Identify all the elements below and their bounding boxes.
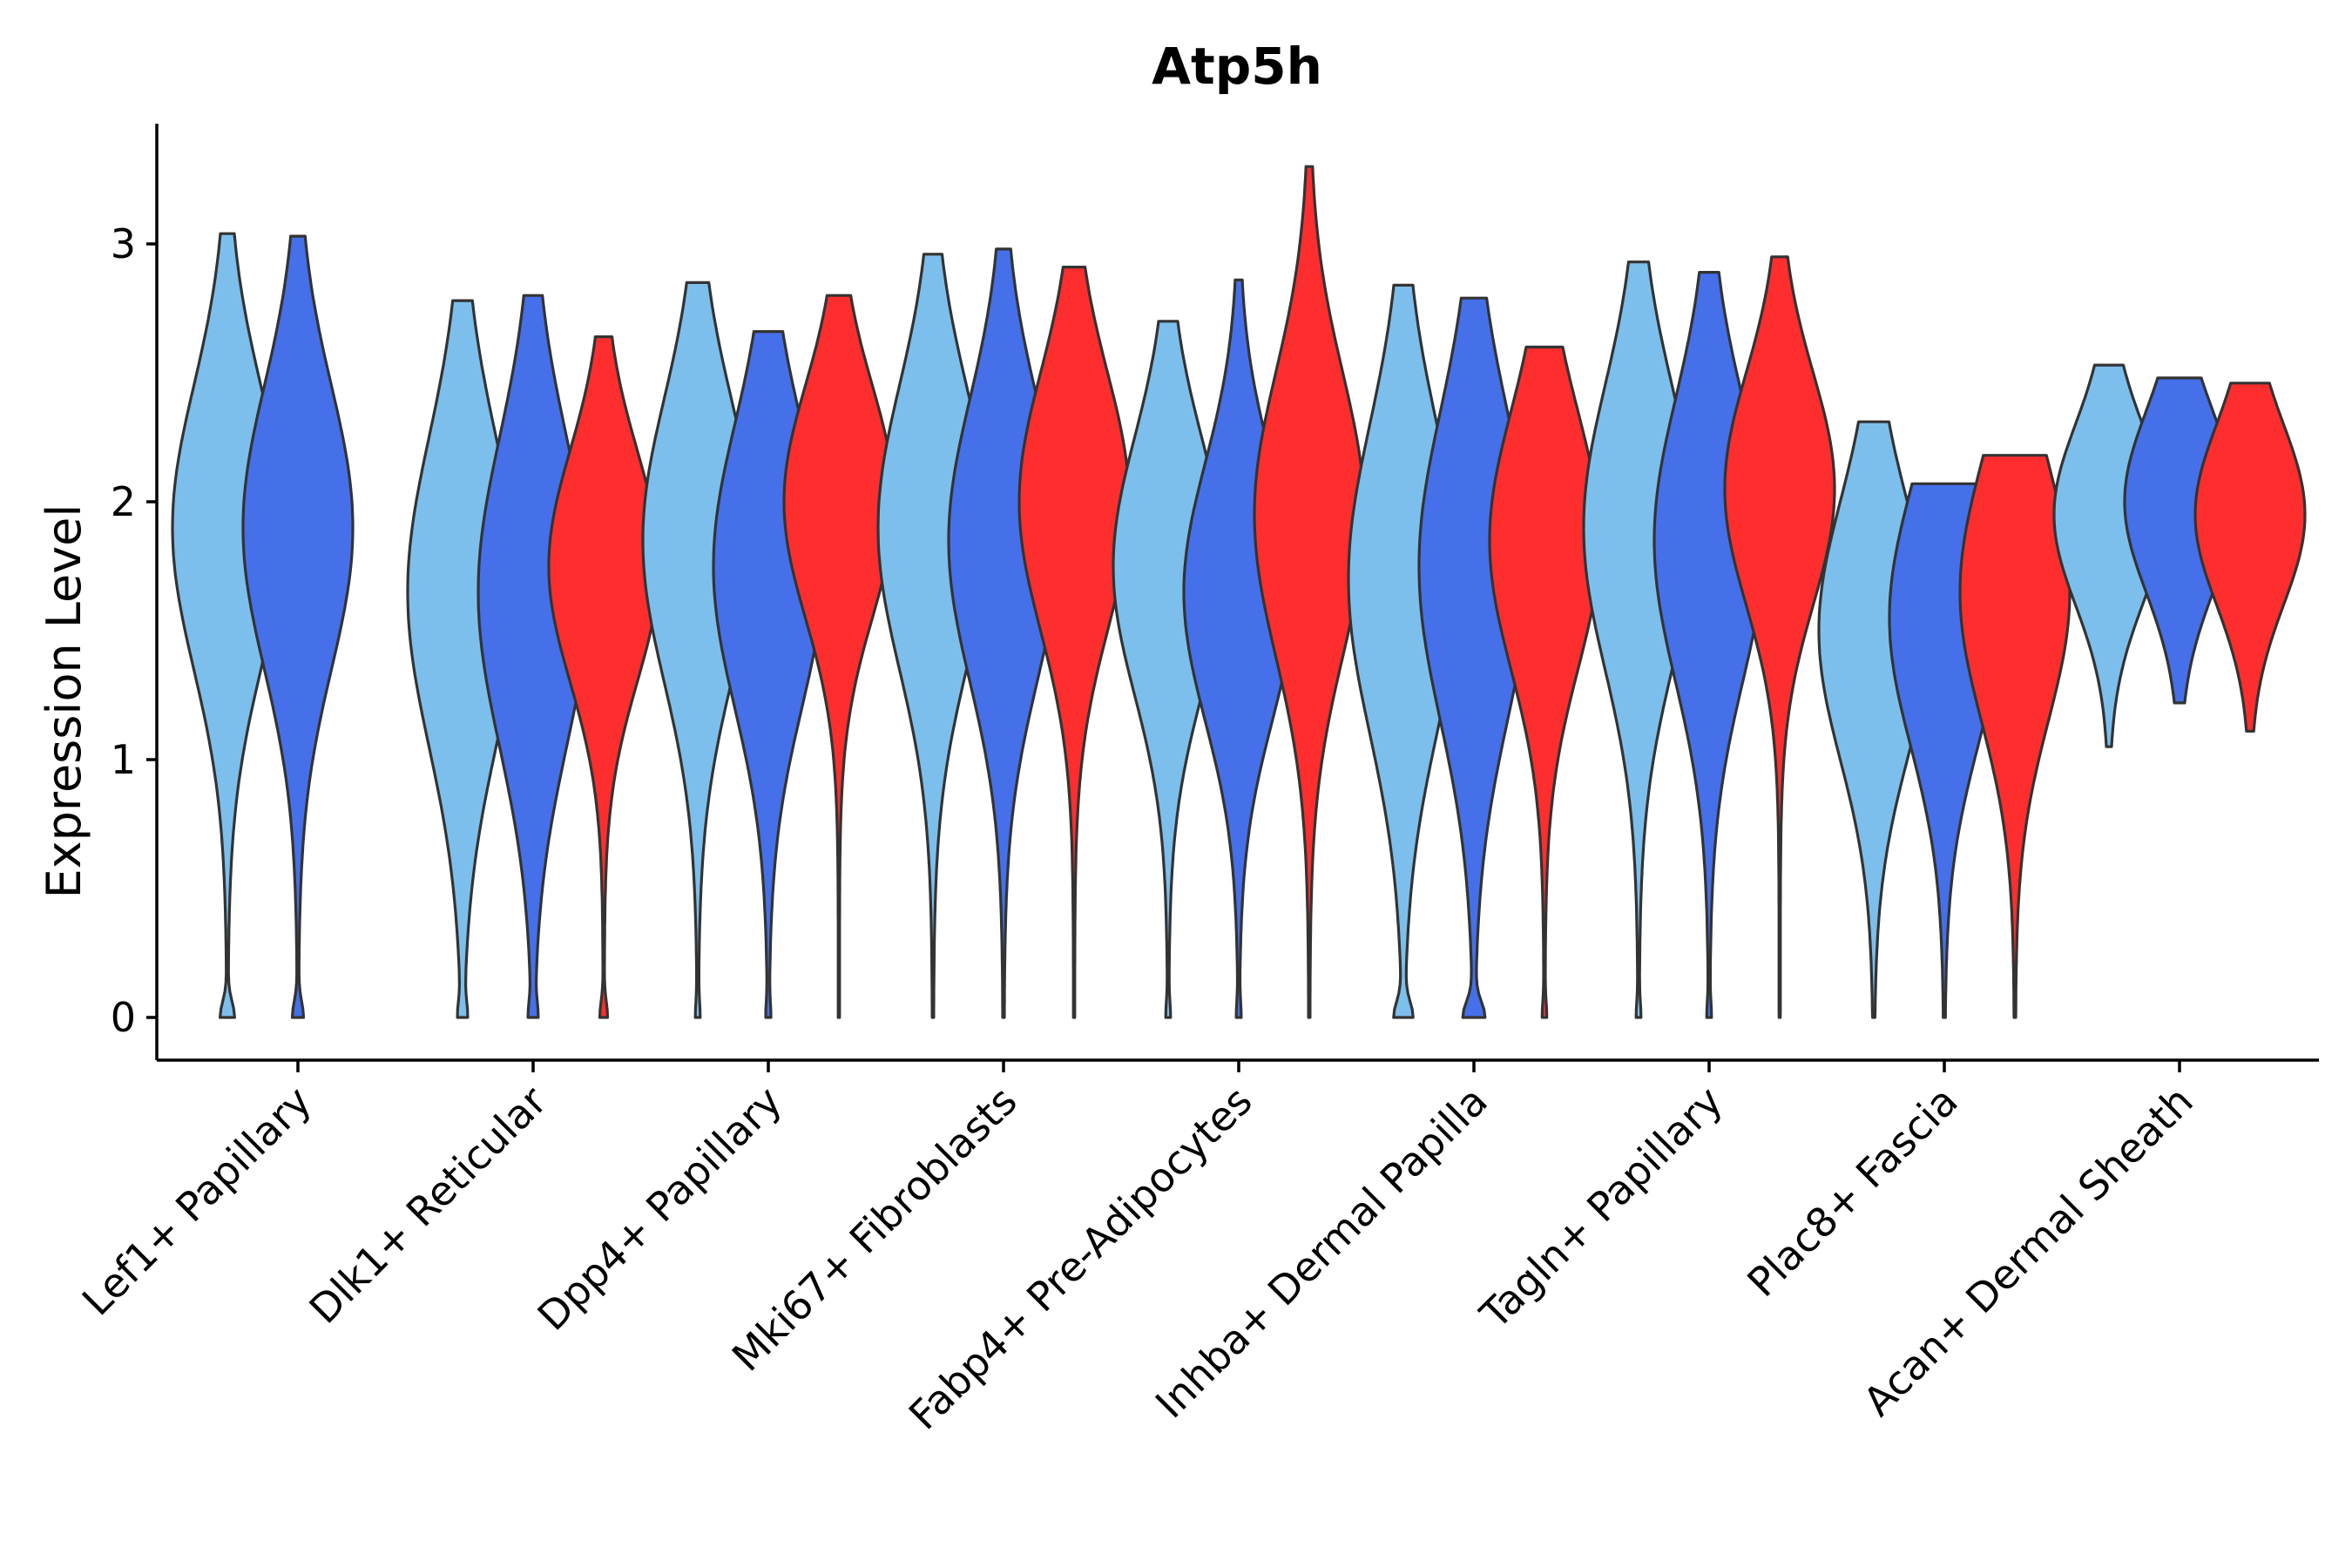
violin-group-3-cat-6	[1723, 255, 1836, 1019]
y-tick-label: 0	[111, 994, 136, 1041]
violin-group-3-cat-3	[1017, 266, 1131, 1019]
x-tick-label: Dlk1+ Reticular	[301, 1078, 556, 1333]
violin-group-2-cat-0	[241, 234, 355, 1019]
violin-group-3-cat-5	[1488, 345, 1601, 1019]
violin-layer	[171, 165, 2307, 1019]
chart-title: Atp5h	[1152, 37, 1322, 96]
y-tick-label: 3	[111, 220, 136, 267]
y-ticks: 0 1 2 3	[111, 220, 157, 1041]
y-tick-label: 2	[111, 478, 136, 525]
violin-group-3-cat-7	[1958, 454, 2072, 1019]
y-tick-label: 1	[111, 736, 136, 783]
violin-group-2-cat-1	[476, 294, 590, 1019]
violin-group-3-cat-4	[1253, 165, 1366, 1019]
x-tick-label: Plac8+ Fascia	[1738, 1078, 1966, 1306]
violin-group-3-cat-1	[547, 335, 660, 1019]
x-tick-label: Tagln+ Papillary	[1470, 1078, 1732, 1339]
violin-group-3-cat-2	[782, 294, 896, 1019]
violin-group-3-cat-8	[2193, 382, 2307, 733]
x-tick-label: Lef1+ Papillary	[73, 1078, 321, 1325]
x-tick-label: Dpp4+ Papillary	[529, 1078, 791, 1340]
violin-group-1-cat-4	[1112, 320, 1225, 1019]
y-axis-label: Expression Level	[37, 504, 91, 899]
